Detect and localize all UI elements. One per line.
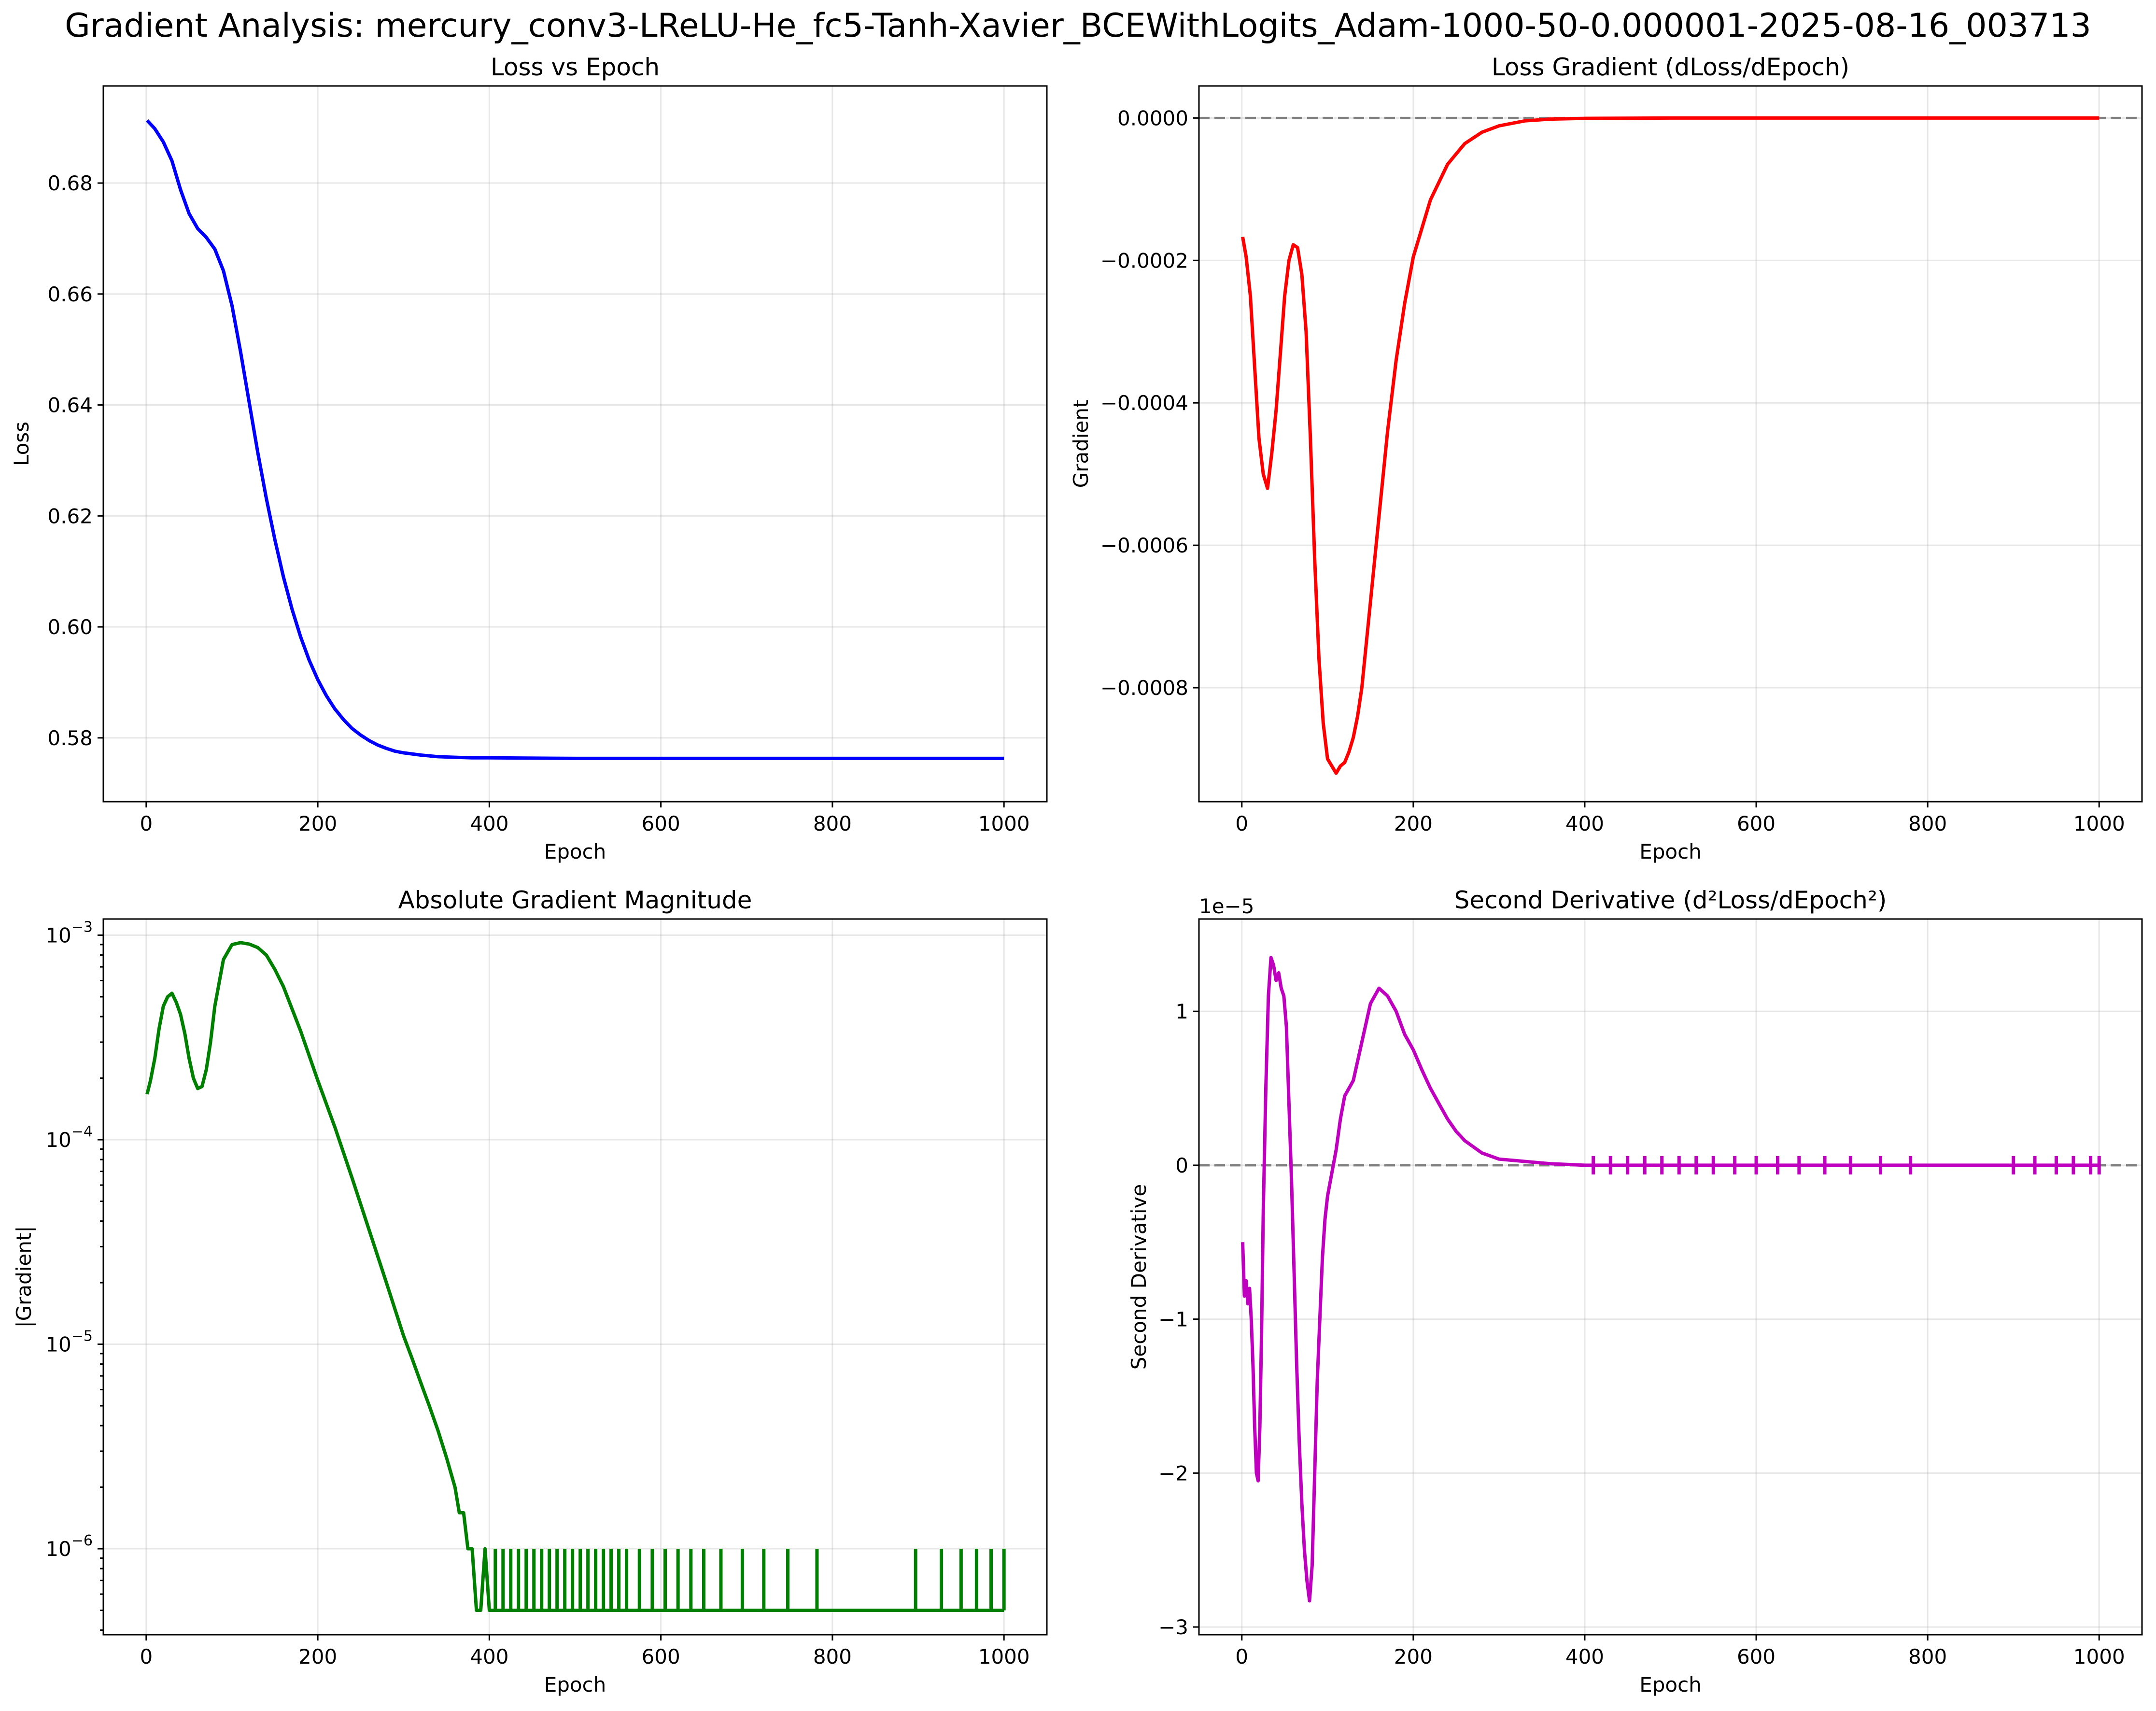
tick-exponent: −5	[71, 1328, 93, 1345]
x-tick-label: 1000	[2073, 812, 2125, 835]
x-tick-label: 0	[1235, 1645, 1248, 1669]
x-tick-label: 600	[1737, 1645, 1776, 1669]
y-tick-label: 0.68	[47, 171, 93, 195]
x-tick-label: 600	[642, 812, 680, 835]
series-line	[145, 941, 1004, 1612]
x-axis-label: Epoch	[1639, 1673, 1702, 1697]
y-tick-label: 10−4	[45, 1123, 93, 1152]
x-tick-label: 200	[1394, 1645, 1433, 1669]
y-tick-label: 0.58	[47, 726, 93, 750]
y-tick-label: 10−3	[45, 919, 93, 947]
y-tick-label: −1	[1158, 1308, 1188, 1331]
y-tick-label: 10−6	[45, 1532, 93, 1561]
x-axis-label: Epoch	[544, 840, 606, 863]
series-line	[1241, 956, 2100, 1603]
x-tick-label: 0	[1235, 812, 1248, 835]
y-tick-label: 1	[1175, 1000, 1188, 1023]
tick-base: 10	[45, 1333, 71, 1357]
y-axis-label: Gradient	[1069, 400, 1093, 488]
x-tick-label: 800	[813, 812, 852, 835]
x-tick-label: 400	[470, 812, 508, 835]
x-tick-label: 600	[642, 1645, 680, 1669]
plot-frame	[102, 918, 1048, 1636]
y-axis-label: |Gradient|	[12, 1226, 36, 1328]
x-tick-label: 600	[1737, 812, 1776, 835]
x-tick-label: 1000	[2073, 1645, 2125, 1669]
tick-base: 10	[45, 924, 71, 947]
y-tick-label: −0.0002	[1100, 249, 1188, 272]
y-tick-label: −0.0006	[1100, 534, 1188, 557]
y-axis-label: Loss	[10, 422, 33, 466]
x-tick-label: 800	[813, 1645, 852, 1669]
x-tick-label: 200	[298, 1645, 337, 1669]
chart-title: Loss vs Epoch	[491, 53, 660, 81]
y-tick-label: −2	[1158, 1461, 1188, 1485]
y-tick-label: 0.64	[47, 394, 93, 417]
y-tick-label: −0.0008	[1100, 676, 1188, 700]
tick-base: 10	[45, 1537, 71, 1561]
y-tick-label: 0.60	[47, 615, 93, 639]
x-tick-label: 0	[140, 1645, 153, 1669]
y-tick-label: 0.62	[47, 504, 93, 528]
y-tick-label: 10−5	[45, 1328, 93, 1357]
x-tick-label: 400	[1565, 812, 1604, 835]
x-axis-label: Epoch	[1639, 840, 1702, 863]
series-line	[1241, 116, 2100, 775]
x-tick-label: 200	[298, 812, 337, 835]
plot-frame	[102, 85, 1048, 803]
plot-frame	[1198, 918, 2143, 1636]
x-tick-label: 0	[140, 812, 153, 835]
chart-title: Second Derivative (d²Loss/dEpoch²)	[1454, 886, 1887, 914]
plot-frame	[1198, 85, 2143, 803]
x-tick-label: 800	[1908, 1645, 1947, 1669]
x-axis-label: Epoch	[544, 1673, 606, 1697]
x-tick-label: 800	[1908, 812, 1947, 835]
tick-exponent: −6	[71, 1532, 93, 1549]
y-tick-label: 0.66	[47, 283, 93, 306]
x-tick-label: 1000	[978, 812, 1030, 835]
tick-exponent: −4	[71, 1123, 93, 1140]
x-tick-label: 400	[1565, 1645, 1604, 1669]
series-line	[146, 119, 1004, 760]
y-tick-label: 0	[1175, 1154, 1188, 1177]
y-axis-label: Second Derivative	[1127, 1184, 1151, 1370]
chart-title: Loss Gradient (dLoss/dEpoch)	[1492, 53, 1849, 81]
x-tick-label: 1000	[978, 1645, 1030, 1669]
figure-title: Gradient Analysis: mercury_conv3-LReLU-H…	[65, 7, 2091, 45]
x-tick-label: 400	[470, 1645, 508, 1669]
y-tick-label: 0.0000	[1117, 106, 1188, 130]
x-tick-label: 200	[1394, 812, 1433, 835]
tick-exponent: −3	[71, 919, 93, 936]
chart-title: Absolute Gradient Magnitude	[398, 886, 752, 914]
y-tick-label: −0.0004	[1100, 391, 1188, 415]
tick-base: 10	[45, 1128, 71, 1152]
y-offset-label: 1e−5	[1199, 894, 1254, 918]
y-tick-label: −3	[1158, 1615, 1188, 1639]
